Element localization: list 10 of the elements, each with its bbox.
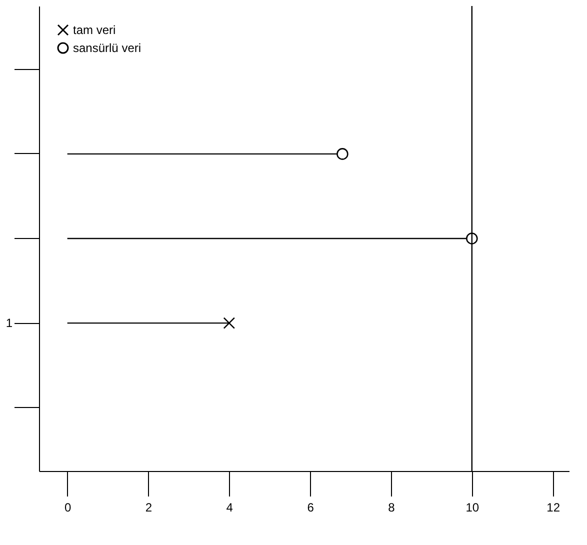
x-tick-label: 4 bbox=[226, 500, 234, 514]
legend-label: tam veri bbox=[73, 23, 116, 37]
y-tick-label: 1 bbox=[6, 316, 13, 330]
legend-label: sansürlü veri bbox=[73, 41, 142, 55]
x-tick-label: 8 bbox=[388, 500, 396, 514]
x-tick-label: 10 bbox=[466, 500, 480, 514]
x-tick-label: 2 bbox=[145, 500, 152, 514]
x-tick-label: 6 bbox=[307, 500, 314, 514]
x-tick-label: 0 bbox=[64, 500, 72, 514]
x-tick-label: 12 bbox=[546, 500, 560, 514]
